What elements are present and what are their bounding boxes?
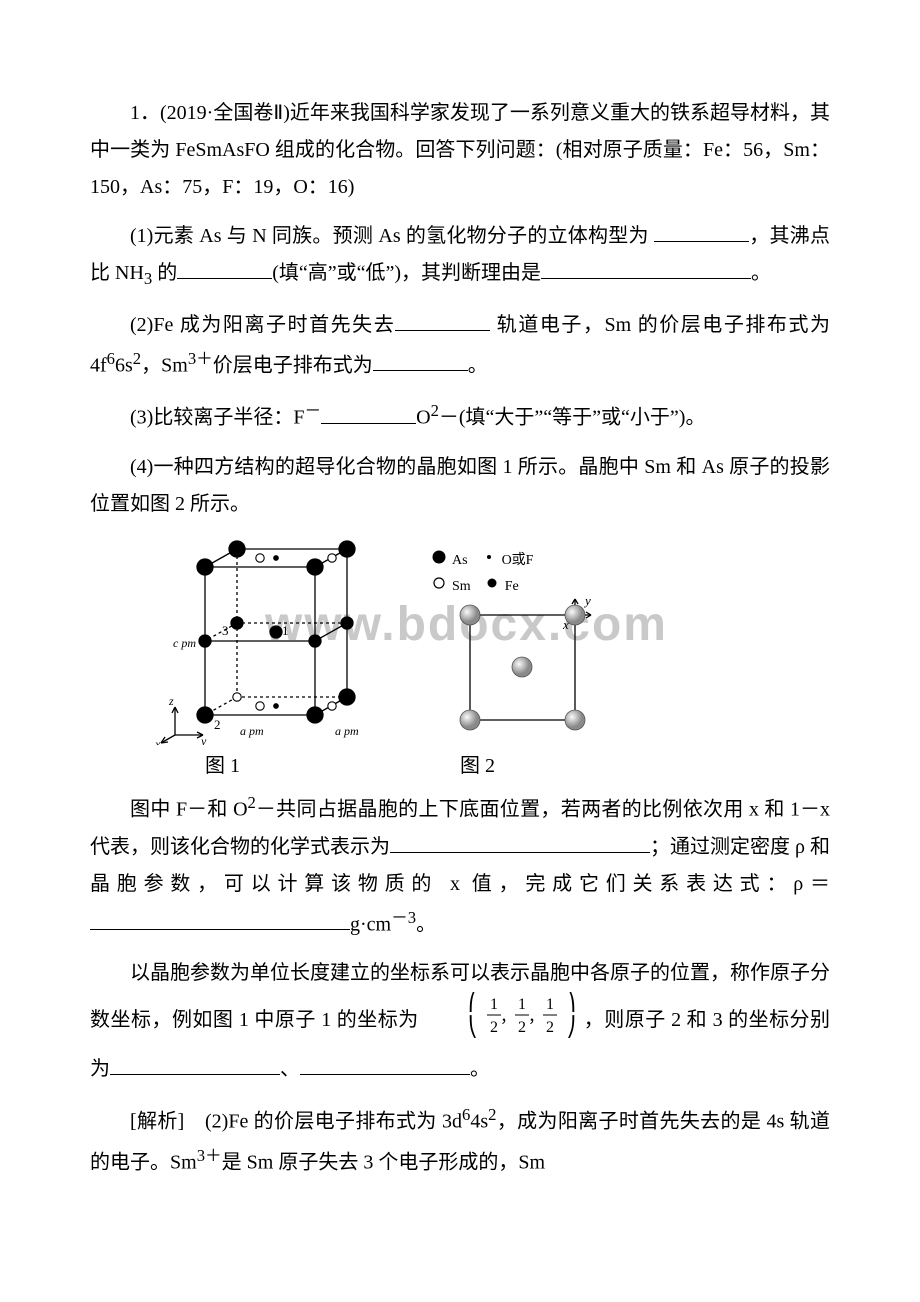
svg-text:⎝: ⎝ [468,1015,478,1038]
txt: 。 [751,262,771,284]
blank [321,402,416,424]
svg-text:a pm: a pm [240,724,264,738]
sup: 2 [431,401,439,420]
figure-1-svg: x y z a pm a pm c pm 1 2 3 [135,535,400,745]
caption-1: 图 1 [205,749,240,778]
blank [300,1053,470,1075]
txt: 。 [468,354,488,376]
txt: 、 [280,1058,300,1080]
figure-2-svg: yx [450,595,595,735]
txt: (填“高”或“低”)，其判断理由是 [272,262,541,284]
txt: [解析] (2)Fe 的价层电子排布式为 3d [130,1111,462,1133]
blank [177,257,272,279]
txt: (4)一种四方结构的超导化合物的晶胞如图 1 所示。晶胞中 Sm 和 As 原子… [90,456,830,515]
sup: － [304,401,321,420]
txt: ，Sm [141,354,188,376]
blank [90,908,350,930]
svg-text:⎛: ⎛ [468,992,478,1013]
sup: 6 [107,349,115,368]
sub: 3 [144,269,152,288]
svg-text:⎠: ⎠ [566,1015,576,1038]
svg-text:c pm: c pm [173,636,196,650]
svg-text:2: 2 [214,717,221,732]
svg-text:2: 2 [518,1019,526,1036]
txt: 价层电子排布式为 [213,354,373,376]
txt: g·cm [350,913,391,935]
svg-text:x: x [154,737,161,745]
blank [395,309,490,331]
svg-text:a pm: a pm [335,724,359,738]
legend-as: As [452,550,468,571]
svg-text:2: 2 [490,1019,498,1036]
sup: －3 [391,908,416,927]
para-answer: [解析] (2)Fe 的价层电子排布式为 3d64s2，成为阳离子时首先失去的是… [90,1100,830,1181]
figure-block: www.bdocx.com xyza pma pmc pm123 As O或F … [135,535,765,745]
para-q1: (1)元素 As 与 N 同族。预测 As 的氢化物分子的立体构型为 ，其沸点比… [90,218,830,295]
coord-fraction: ⎛⎝ ⎞⎠ 12，12，12 [426,992,576,1051]
svg-text:y: y [583,595,591,608]
legend-fe: Fe [505,576,519,597]
txt: 6s [115,354,133,376]
svg-text:y: y [200,734,207,745]
svg-text:⎞: ⎞ [566,992,576,1013]
caption-2: 图 2 [460,749,495,778]
legend-sm: Sm [452,576,471,597]
svg-text:1: 1 [282,623,289,638]
sup: 2 [248,793,256,812]
blank [654,220,749,242]
blank [541,257,751,279]
blank [110,1053,280,1075]
para-q4c: 以晶胞参数为单位长度建立的坐标系可以表示晶胞中各原子的位置，称作原子分数坐标，例… [90,955,830,1088]
para-q4: (4)一种四方结构的超导化合物的晶胞如图 1 所示。晶胞中 Sm 和 As 原子… [90,449,830,523]
txt: 。 [470,1058,490,1080]
legend-of: O或F [502,550,534,571]
txt: (1)元素 As 与 N 同族。预测 As 的氢化物分子的立体构型为 [130,225,649,247]
para-intro: 1．(2019·全国卷Ⅱ)近年来我国科学家发现了一系列意义重大的铁系超导材料，其… [90,95,830,206]
blank [390,831,650,853]
para-q2: (2)Fe 成为阳离子时首先失去 轨道电子，Sm 的价层电子排布式为 4f66s… [90,307,830,385]
svg-text:z: z [168,694,174,708]
txt: (3)比较离子半径：F [130,407,304,429]
svg-text:，: ， [528,1009,544,1026]
txt: 1．(2019·全国卷Ⅱ)近年来我国科学家发现了一系列意义重大的铁系超导材料，其… [90,102,830,198]
svg-text:1: 1 [546,996,554,1013]
sup: 3＋ [188,349,213,368]
svg-text:，: ， [500,1009,516,1026]
txt: 图中 F－和 O [130,799,248,821]
sup: 2 [133,349,141,368]
txt: (2)Fe 成为阳离子时首先失去 [130,314,395,336]
svg-text:3: 3 [222,623,229,638]
txt: 是 Sm 原子失去 3 个电子形成的，Sm [222,1152,545,1174]
txt: 4s [470,1111,488,1133]
txt: －(填“大于”“等于”或“小于”)。 [439,407,706,429]
sup: 3＋ [197,1146,222,1165]
txt: 。 [416,913,436,935]
legend: As O或F Sm Fe [430,549,533,601]
para-q3: (3)比较离子半径：F－ O2－(填“大于”“等于”或“小于”)。 [90,396,830,437]
txt: 的 [152,262,177,284]
blank [373,349,468,371]
caption-row: 图 1 图 2 [90,749,830,778]
txt: O [416,407,430,429]
svg-text:1: 1 [518,996,526,1013]
para-q4b: 图中 F－和 O2－共同占据晶胞的上下底面位置，若两者的比例依次用 x 和 1－… [90,788,830,943]
svg-text:1: 1 [490,996,498,1013]
svg-text:2: 2 [546,1019,554,1036]
